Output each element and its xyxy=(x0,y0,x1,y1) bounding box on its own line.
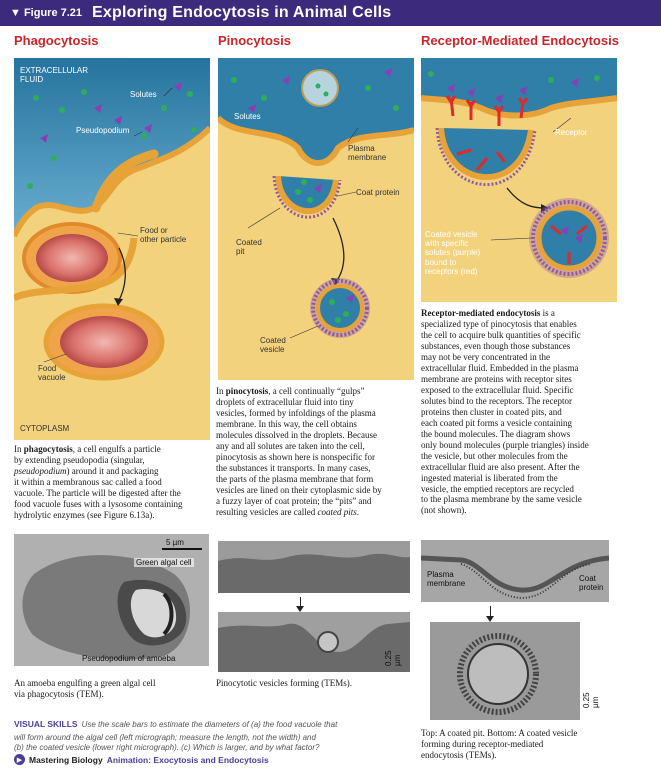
rme-svg xyxy=(421,58,617,302)
pinocytosis-micrograph-bottom: 0.25 µm xyxy=(218,612,410,672)
scale-bar-5um: 5 µm xyxy=(166,538,184,547)
solute-dots xyxy=(27,82,197,189)
visual-skills-label: VISUAL SKILLS xyxy=(14,719,78,729)
scale-bar-pino: 0.25 µm xyxy=(384,650,403,666)
animation-link[interactable]: Animation: Exocytosis and Endocytosis xyxy=(106,754,269,765)
rme-solutes xyxy=(428,71,600,103)
plasma-membrane-micro-label: Plasma membrane xyxy=(427,570,466,589)
coat-protein-micro-label: Coat protein xyxy=(579,574,604,593)
extracellular-fluid-label: EXTRACELLULAR FLUID xyxy=(20,66,89,85)
play-icon: ▶ xyxy=(14,754,25,765)
pseudopodium-label: Pseudopodium xyxy=(76,126,130,135)
coated-vesicle-label: Coated vesicle xyxy=(260,336,286,355)
scale-bar-line-1 xyxy=(162,548,202,550)
food-vacuole-label: Food vacuole xyxy=(38,364,66,383)
pinocytosis-caption: Pinocytotic vesicles forming (TEMs). xyxy=(216,678,352,688)
heading-pinocytosis: Pinocytosis xyxy=(218,33,291,48)
rme-arrow-head xyxy=(486,616,494,622)
coated-pit-label: Coated pit xyxy=(236,238,262,257)
receptor-mediated-illustration: Receptor Coated vesicle with specific solu… xyxy=(421,58,617,302)
pinocytosis-illustration: Solutes Plasma membrane Coat protein Coat… xyxy=(218,58,414,380)
heading-phagocytosis: Phagocytosis xyxy=(14,33,99,48)
green-algal-cell-label: Green algal cell xyxy=(134,558,194,568)
amoeba-micrograph: Green algal cell Pseudopodium of amoeba … xyxy=(14,534,209,666)
pinocytosis-description: In pinocytosis, a cell continually “gulp… xyxy=(216,386,382,517)
receptor-label: Receptor xyxy=(555,128,588,137)
figure-title: Exploring Endocytosis in Animal Cells xyxy=(92,4,392,21)
scale-bar-rme: 0.25 µm xyxy=(582,692,601,708)
pino-arrow-line xyxy=(300,597,301,609)
phagocytosis-svg xyxy=(14,58,210,440)
rme-caption: Top: A coated pit. Bottom: A coated vesi… xyxy=(421,728,578,760)
pseudopodium-amoeba-label: Pseudopodium of amoeba xyxy=(82,654,176,663)
pino-solutes-label: Solutes xyxy=(234,112,261,121)
phagocytosis-illustration: EXTRACELLULAR FLUID Solutes Pseudopodium … xyxy=(14,58,210,440)
figure-number: ▼ Figure 7.21 xyxy=(10,7,83,19)
pino-arrow-head xyxy=(296,606,304,612)
pinocytosis-svg xyxy=(218,58,414,380)
food-particle-label: Food or other particle xyxy=(140,226,187,245)
coated-vesicle-specific-label: Coated vesicle with specific solutes (purp… xyxy=(425,230,481,276)
amoeba-caption: An amoeba engulfing a green algal cell vi… xyxy=(14,678,156,699)
cytoplasm-label: CYTOPLASM xyxy=(20,424,70,433)
coat-protein-label: Coat protein xyxy=(356,188,400,197)
receptor-mediated-description: Receptor-mediated endocytosis is a speci… xyxy=(421,308,589,516)
visual-skills-box: VISUAL SKILLS Use the scale bars to esti… xyxy=(14,719,338,752)
coated-pit-micrograph: Plasma membrane Coat protein xyxy=(421,540,609,602)
rme-scale-area: 0.25 µm xyxy=(582,622,606,720)
pinocytosis-micrograph-top xyxy=(218,541,410,593)
rme-arrow-line xyxy=(490,606,491,618)
plasma-membrane-label: Plasma membrane xyxy=(348,144,387,163)
receptor-shapes xyxy=(445,95,529,171)
pino-solutes xyxy=(231,68,399,323)
phagocytosis-description: In phagocytosis, a cell engulfs a partic… xyxy=(14,444,183,520)
mastering-brand: Mastering Biology xyxy=(29,754,103,765)
figure-banner: ▼ Figure 7.21 Exploring Endocytosis in A… xyxy=(0,0,661,26)
mastering-biology-link[interactable]: ▶ Mastering Biology Animation: Exocytosi… xyxy=(14,754,269,765)
heading-receptor-mediated: Receptor-Mediated Endocytosis xyxy=(421,33,619,48)
coated-vesicle-micrograph xyxy=(430,622,580,720)
solutes-label: Solutes xyxy=(130,90,157,99)
